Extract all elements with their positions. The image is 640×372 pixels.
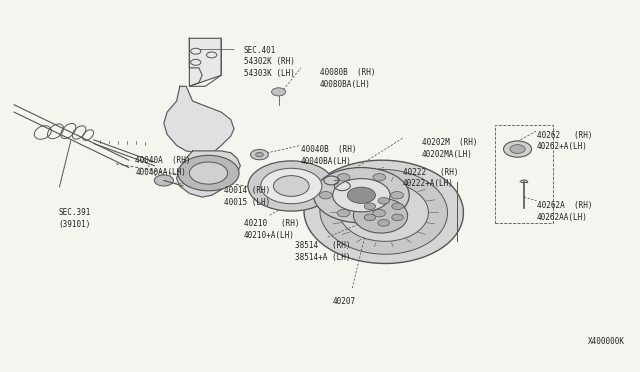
Text: 40014 (RH)
40015 (LH): 40014 (RH) 40015 (LH) — [225, 186, 271, 207]
Circle shape — [392, 203, 403, 210]
Circle shape — [378, 198, 390, 204]
Polygon shape — [177, 151, 241, 197]
Circle shape — [178, 155, 239, 191]
Circle shape — [504, 141, 532, 157]
Text: 40207: 40207 — [333, 297, 356, 306]
Text: 38514   (RH)
38514+A (LH): 38514 (RH) 38514+A (LH) — [294, 241, 350, 262]
Text: 40040A  (RH)
40040AA(LH): 40040A (RH) 40040AA(LH) — [135, 157, 191, 177]
Text: 40262   (RH)
40262+A(LH): 40262 (RH) 40262+A(LH) — [537, 131, 592, 151]
Text: SEC.401
54302K (RH)
54303K (LH): SEC.401 54302K (RH) 54303K (LH) — [244, 46, 294, 78]
Circle shape — [260, 168, 322, 204]
Text: 40202M  (RH)
40202MA(LH): 40202M (RH) 40202MA(LH) — [422, 138, 477, 159]
Circle shape — [364, 214, 376, 221]
Ellipse shape — [304, 160, 463, 263]
Circle shape — [154, 175, 173, 186]
Text: X400000K: X400000K — [588, 337, 625, 346]
Circle shape — [337, 174, 350, 181]
Text: 40222   (RH)
40222+A(LH): 40222 (RH) 40222+A(LH) — [403, 167, 458, 188]
Text: SEC.391
(39101): SEC.391 (39101) — [59, 208, 91, 229]
Ellipse shape — [320, 169, 447, 254]
Circle shape — [273, 176, 309, 196]
Circle shape — [271, 88, 285, 96]
Circle shape — [373, 174, 386, 181]
Circle shape — [364, 203, 376, 210]
Polygon shape — [189, 38, 221, 86]
Circle shape — [378, 219, 390, 226]
Circle shape — [373, 209, 386, 217]
Circle shape — [337, 209, 350, 217]
Circle shape — [189, 162, 228, 184]
Circle shape — [510, 145, 525, 154]
Circle shape — [314, 167, 409, 223]
Text: 40080B  (RH)
40080BA(LH): 40080B (RH) 40080BA(LH) — [320, 68, 376, 89]
Circle shape — [255, 153, 263, 157]
Circle shape — [348, 187, 376, 203]
Circle shape — [333, 179, 390, 212]
Circle shape — [248, 161, 335, 211]
Ellipse shape — [353, 198, 408, 233]
Circle shape — [391, 192, 403, 199]
Circle shape — [250, 150, 268, 160]
Text: 40262A  (RH)
40262AA(LH): 40262A (RH) 40262AA(LH) — [537, 201, 592, 222]
Text: 40210   (RH)
40210+A(LH): 40210 (RH) 40210+A(LH) — [244, 219, 299, 240]
Circle shape — [319, 192, 332, 199]
Circle shape — [392, 214, 403, 221]
Text: 40040B  (RH)
40040BA(LH): 40040B (RH) 40040BA(LH) — [301, 145, 356, 166]
Ellipse shape — [339, 182, 428, 241]
Polygon shape — [164, 86, 234, 153]
